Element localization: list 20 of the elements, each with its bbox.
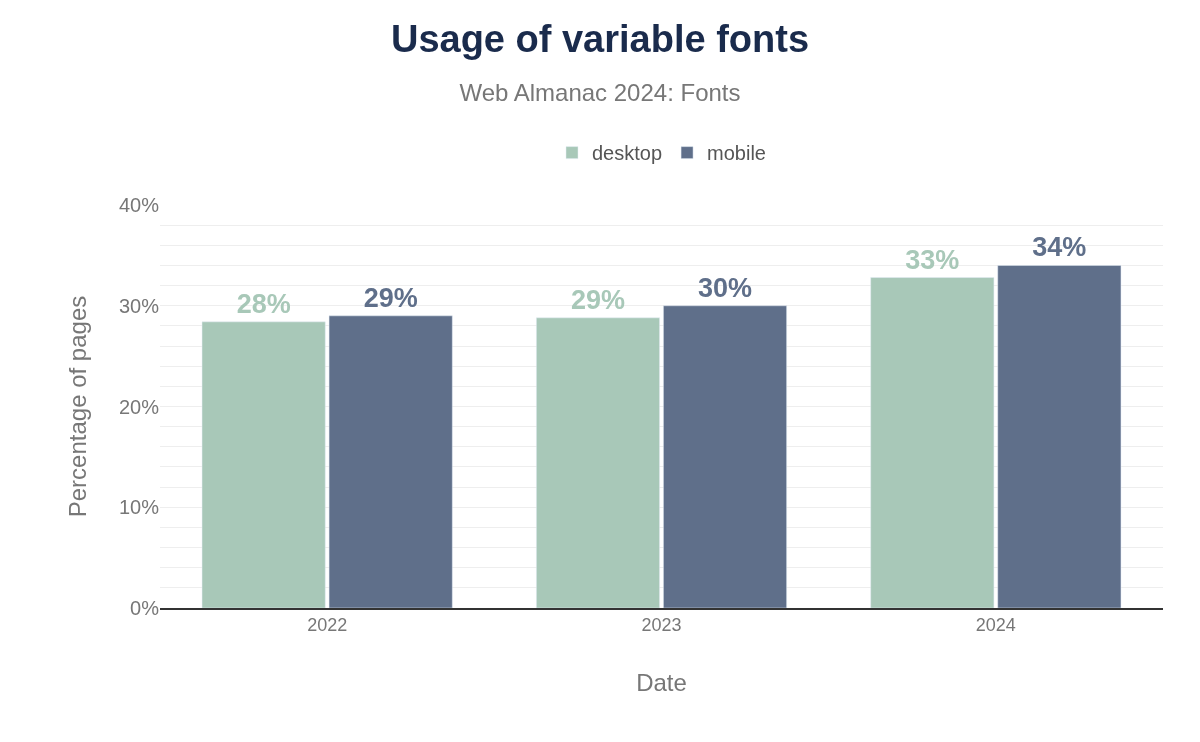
data-label: 29%: [363, 282, 418, 313]
chart-title: Usage of variable fonts: [390, 17, 810, 60]
x-tick-label: 2024: [975, 615, 1016, 636]
x-tick-label: 2023: [641, 615, 682, 636]
legend-label: mobile: [707, 142, 766, 165]
x-tick-label: 2022: [307, 615, 348, 636]
x-axis-title: Date: [636, 669, 687, 697]
data-label: 30%: [698, 272, 753, 303]
data-label: 34%: [1032, 232, 1087, 263]
data-label: 29%: [570, 284, 625, 315]
legend-label: desktop: [592, 142, 663, 165]
y-axis-title: Percentage of pages: [64, 295, 92, 518]
y-tick-label: 20%: [118, 395, 160, 418]
y-tick-label: 40%: [118, 194, 160, 216]
chart-subtitle: Web Almanac 2024: Fonts: [459, 79, 741, 107]
data-label: 33%: [905, 244, 960, 275]
y-tick-label: 0%: [130, 597, 160, 619]
y-tick-label: 30%: [118, 294, 160, 317]
y-tick-label: 10%: [118, 496, 160, 519]
data-label: 28%: [236, 288, 291, 319]
